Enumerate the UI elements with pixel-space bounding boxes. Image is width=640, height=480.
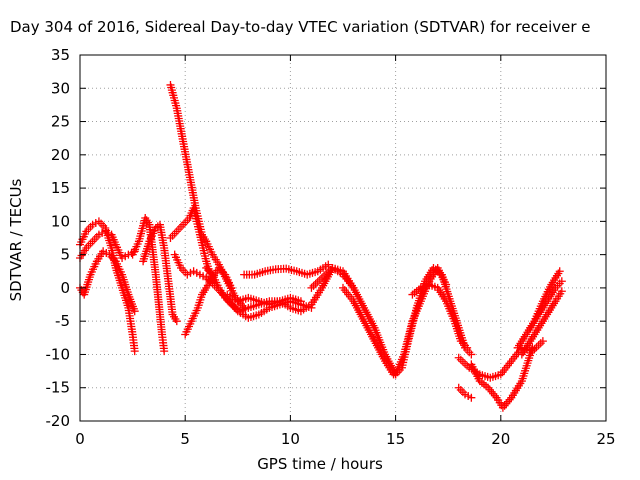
data-point [309,281,318,290]
plot-frame [79,54,607,422]
data-point [324,260,333,269]
data-point [538,337,547,346]
data-point [313,277,322,286]
y-tick-label: -5 [55,312,70,330]
data-point [503,397,512,406]
data-points [76,80,566,412]
y-tick-label: 15 [51,179,70,197]
data-point [490,391,499,400]
x-tick-label: 5 [180,430,190,448]
data-point [557,277,566,286]
data-point [502,399,511,408]
data-point [487,387,496,396]
data-point [307,283,316,292]
y-tick-label: -10 [46,345,71,363]
y-tick-label: -20 [46,412,71,430]
x-axis-label: GPS time / hours [257,455,383,473]
data-point [130,347,139,356]
data-point [555,267,564,276]
x-tick-label: 10 [281,430,300,448]
data-point [500,401,509,410]
data-point [461,359,470,368]
y-tick-label: 35 [51,46,70,64]
data-point [489,389,498,398]
y-tick-label: -15 [46,379,71,397]
grid-lines [80,55,606,421]
x-tick-label: 25 [596,430,615,448]
data-point [296,297,305,306]
data-point [467,393,476,402]
data-point [557,287,566,296]
data-point [454,353,463,362]
data-point [172,317,181,326]
data-point [505,395,514,404]
chart-title: Day 304 of 2016, Sidereal Day-to-day VTE… [10,18,591,36]
data-point [130,307,139,316]
x-tick-label: 20 [491,430,510,448]
data-point [463,343,472,352]
y-tick-label: 0 [60,279,70,297]
data-point [311,279,320,288]
x-tick-label: 15 [386,430,405,448]
data-point [442,280,451,289]
y-tick-label: 20 [51,146,70,164]
y-tick-label: 10 [51,212,70,230]
y-axis-ticks: -20 -15 -10 -5 0 5 10 15 20 25 30 35 [46,46,606,430]
data-point [160,347,169,356]
data-point [484,383,493,392]
x-tick-label: 0 [75,430,85,448]
data-point [458,357,467,366]
data-point [485,385,494,394]
data-point [498,403,507,412]
data-point [227,283,236,292]
x-axis-ticks: 0 5 10 15 20 25 [75,55,616,448]
y-tick-label: 30 [51,79,70,97]
y-tick-label: 25 [51,113,70,131]
y-tick-label: 5 [60,246,70,264]
data-point [536,339,545,348]
data-point [456,355,465,364]
data-point [467,350,476,359]
